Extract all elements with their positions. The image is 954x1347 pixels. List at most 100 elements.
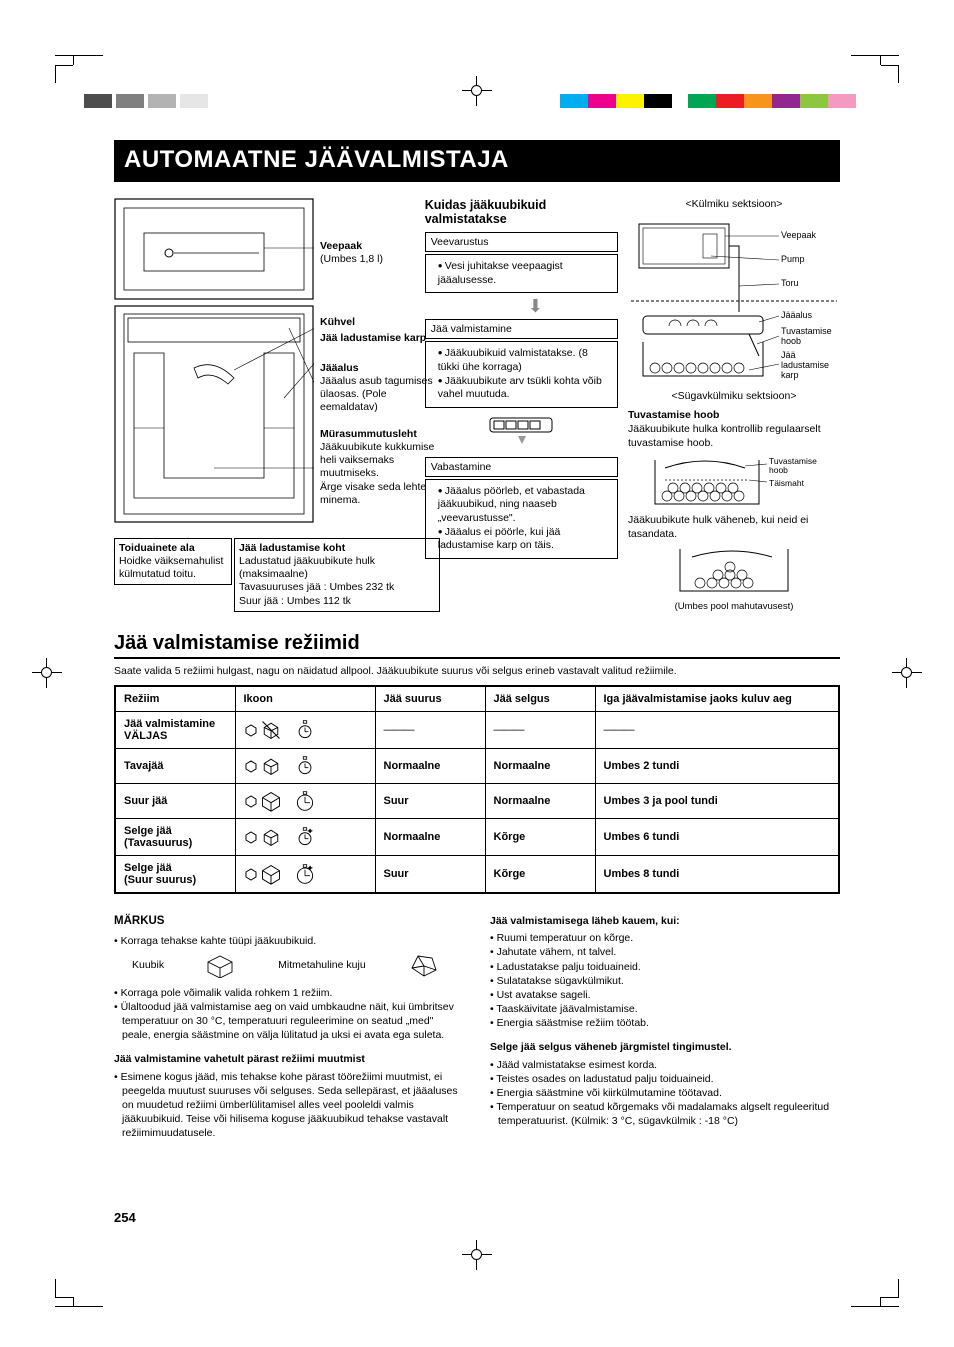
fridge-svg	[114, 198, 314, 528]
sec-bot-label: <Sügavkülmiku sektsioon>	[628, 390, 840, 404]
flow-step3-item1: Jääalus ei pöörle, kui jää ladustamise k…	[438, 526, 611, 553]
reg-lime	[800, 94, 828, 108]
modes-intro: Saate valida 5 režiimi hulgast, nagu on …	[114, 665, 840, 677]
table-row: Selge jää (Tavasuurus) NormaalneKõrgeUmb…	[115, 819, 839, 856]
lbl-jaaalus-group: Jääalus Jääalus asub tagumises ülaosas. …	[320, 362, 440, 415]
cube-icon	[204, 952, 238, 978]
lbl-jaaalus-note: Jääalus asub tagumises ülaosas. (Pole ee…	[320, 375, 433, 413]
crop-corner-tr	[851, 55, 899, 83]
th-clarity: Jää selgus	[485, 686, 595, 712]
arrow-down-1: ⬇	[453, 297, 618, 315]
th-time: Iga jäävalmistamise jaoks kuluv aeg	[595, 686, 839, 712]
note-b2: Ladustatakse palju toiduaineid.	[490, 960, 840, 974]
lbl-veepaak: Veepaak (Umbes 1,8 l)	[320, 240, 383, 266]
flow-step3-title: Vabastamine	[425, 457, 618, 477]
right-column: <Külmiku sektsioon>	[628, 198, 840, 618]
crop-mark-left	[32, 658, 62, 688]
svg-text:Täismaht: Täismaht	[769, 478, 805, 488]
svg-text:ladustamise: ladustamise	[781, 360, 829, 370]
sub-c-title: Selge jää selgus väheneb järgmistel ting…	[490, 1040, 840, 1054]
reg-green	[688, 94, 716, 108]
th-size: Jää suurus	[375, 686, 485, 712]
table-row: Jää valmistamine VÄLJAS —————————	[115, 712, 839, 749]
sub-a-title: Jää valmistamine vahetult pärast režiimi…	[114, 1052, 464, 1066]
store-title: Jää ladustamise koht	[239, 542, 345, 554]
note-a1: Ülaltoodud jää valmistamise aeg on vaid …	[114, 1000, 464, 1043]
food-note: Hoidke väiksemahulist külmutatud toitu.	[119, 555, 223, 580]
section-svg: Veepaak Pump Toru Jääalus Tuvastamise ho…	[629, 216, 839, 386]
note-c3: Temperatuur on seatud kõrgemaks või mada…	[490, 1100, 840, 1128]
note-c1: Teistes osades on ladustatud palju toidu…	[490, 1072, 840, 1086]
flow-step2-desc: Jääkuubikuid valmistatakse. (8 tükki ühe…	[425, 341, 618, 408]
table-row: Suur jää SuurNormaalneUmbes 3 ja pool tu…	[115, 784, 839, 819]
hoob-title: Tuvastamise hoob	[628, 409, 840, 423]
reg-gray-1	[84, 94, 112, 108]
decrease-text: Jääkuubikute hulk väheneb, kui neid ei t…	[628, 514, 840, 541]
crop-mark-right	[892, 658, 922, 688]
reg-cyan	[560, 94, 588, 108]
sec-top-label: <Külmiku sektsioon>	[628, 198, 840, 212]
note-a0: Korraga pole võimalik valida rohkem 1 re…	[114, 986, 464, 1000]
crop-mark-bottom	[462, 1240, 492, 1270]
lbl-karp: Jää ladustamise karp	[320, 332, 426, 344]
crop-corner-tl	[55, 55, 103, 83]
note-b5: Taaskäivitate jäävalmistamise.	[490, 1002, 840, 1016]
note-b6: Energia säästmise režiim töötab.	[490, 1016, 840, 1030]
lbl-mura-group: Mürasummutusleht Jääkuubikute kukkumise …	[320, 428, 440, 507]
store-note3: Suur jää : Umbes 112 tk	[239, 595, 351, 607]
ice-tray-mini	[425, 414, 618, 451]
flow-step1-desc: Vesi juhitakse veepaagist jääalusesse.	[425, 254, 618, 293]
half-svg	[674, 545, 794, 597]
lbl-karp-group: Jää ladustamise karp	[320, 332, 430, 345]
lbl-mura-note: Jääkuubikute kukkumise heli vaiksemaks m…	[320, 441, 434, 506]
flow-step3-item0: Jääalus pöörleb, et vabastada jääkuubiku…	[438, 485, 611, 526]
notes-right: Jää valmistamisega läheb kauem, kui: Ruu…	[490, 914, 840, 1140]
hoob-svg: Tuvastamise hoob Täismaht	[649, 454, 819, 510]
store-note2: Tavasuuruses jää : Umbes 232 tk	[239, 581, 394, 593]
r-lbl-karp: Jää	[781, 350, 796, 360]
polyhedron-icon	[406, 952, 440, 978]
fridge-diagram: Veepaak (Umbes 1,8 l) Kühvel Jää ladusta…	[114, 198, 415, 618]
crop-corner-br	[851, 1279, 899, 1307]
lbl-veepaak-note: (Umbes 1,8 l)	[320, 253, 383, 265]
diagram-row: Veepaak (Umbes 1,8 l) Kühvel Jää ladusta…	[114, 198, 840, 618]
reg-yellow	[616, 94, 644, 108]
svg-text:hoob: hoob	[781, 336, 801, 346]
note-b0: Ruumi temperatuur on kõrge.	[490, 931, 840, 945]
lbl-mura: Mürasummutusleht	[320, 428, 417, 440]
lbl-kuhvel: Kühvel	[320, 316, 355, 329]
flow-column: Kuidas jääkuubikuid valmistatakse Veevar…	[425, 198, 618, 618]
note-b1: Jahutate vähem, nt talvel.	[490, 945, 840, 959]
table-header-row: Režiim Ikoon Jää suurus Jää selgus Iga j…	[115, 686, 839, 712]
th-mode: Režiim	[115, 686, 235, 712]
shape-kuubik-label: Kuubik	[132, 958, 164, 972]
table-row: Selge jää (Suur suurus) SuurKõrgeUmbes 8…	[115, 856, 839, 894]
r-lbl-toru: Toru	[781, 278, 799, 288]
store-box: Jää ladustamise koht Ladustatud jääkuubi…	[234, 538, 440, 612]
flow-step1-title: Veevarustus	[425, 232, 618, 252]
flow-step1-item0: Vesi juhitakse veepaagist jääalusesse.	[438, 260, 611, 287]
flow-step2-item1: Jääkuubikute arv tsükli kohta võib vahel…	[438, 375, 611, 402]
modes-table: Režiim Ikoon Jää suurus Jää selgus Iga j…	[114, 685, 840, 894]
hoob-text: Jääkuubikute hulka kontrollib regulaarse…	[628, 423, 840, 450]
r-lbl-jaaalus: Jääalus	[781, 310, 813, 320]
reg-gray-2	[116, 94, 144, 108]
food-area-box: Toiduainete ala Hoidke väiksemahulist kü…	[114, 538, 232, 585]
food-title: Toiduainete ala	[119, 542, 195, 554]
page-content: AUTOMAATNE JÄÄVALMISTAJA	[114, 140, 840, 1140]
flow-step2-title: Jää valmistamine	[425, 319, 618, 339]
crop-mark-top	[462, 76, 492, 106]
svg-text:hoob: hoob	[769, 465, 788, 475]
reg-magenta	[588, 94, 616, 108]
note-two-types: Korraga tehakse kahte tüüpi jääkuubikuid…	[114, 934, 464, 948]
note-c0: Jääd valmistatakse esimest korda.	[490, 1058, 840, 1072]
sub-a-text: Esimene kogus jääd, mis tehakse kohe pär…	[114, 1070, 464, 1141]
reg-gray-3	[148, 94, 176, 108]
flow-step3-desc: Jääalus pöörleb, et vabastada jääkuubiku…	[425, 479, 618, 559]
half-label: (Umbes pool mahutavusest)	[628, 601, 840, 613]
reg-gray-4	[180, 94, 208, 108]
sub-b-title: Jää valmistamisega läheb kauem, kui:	[490, 914, 840, 928]
svg-text:karp: karp	[781, 370, 799, 380]
notes-heading: MÄRKUS	[114, 914, 464, 930]
notes-left: MÄRKUS Korraga tehakse kahte tüüpi jääku…	[114, 914, 464, 1140]
